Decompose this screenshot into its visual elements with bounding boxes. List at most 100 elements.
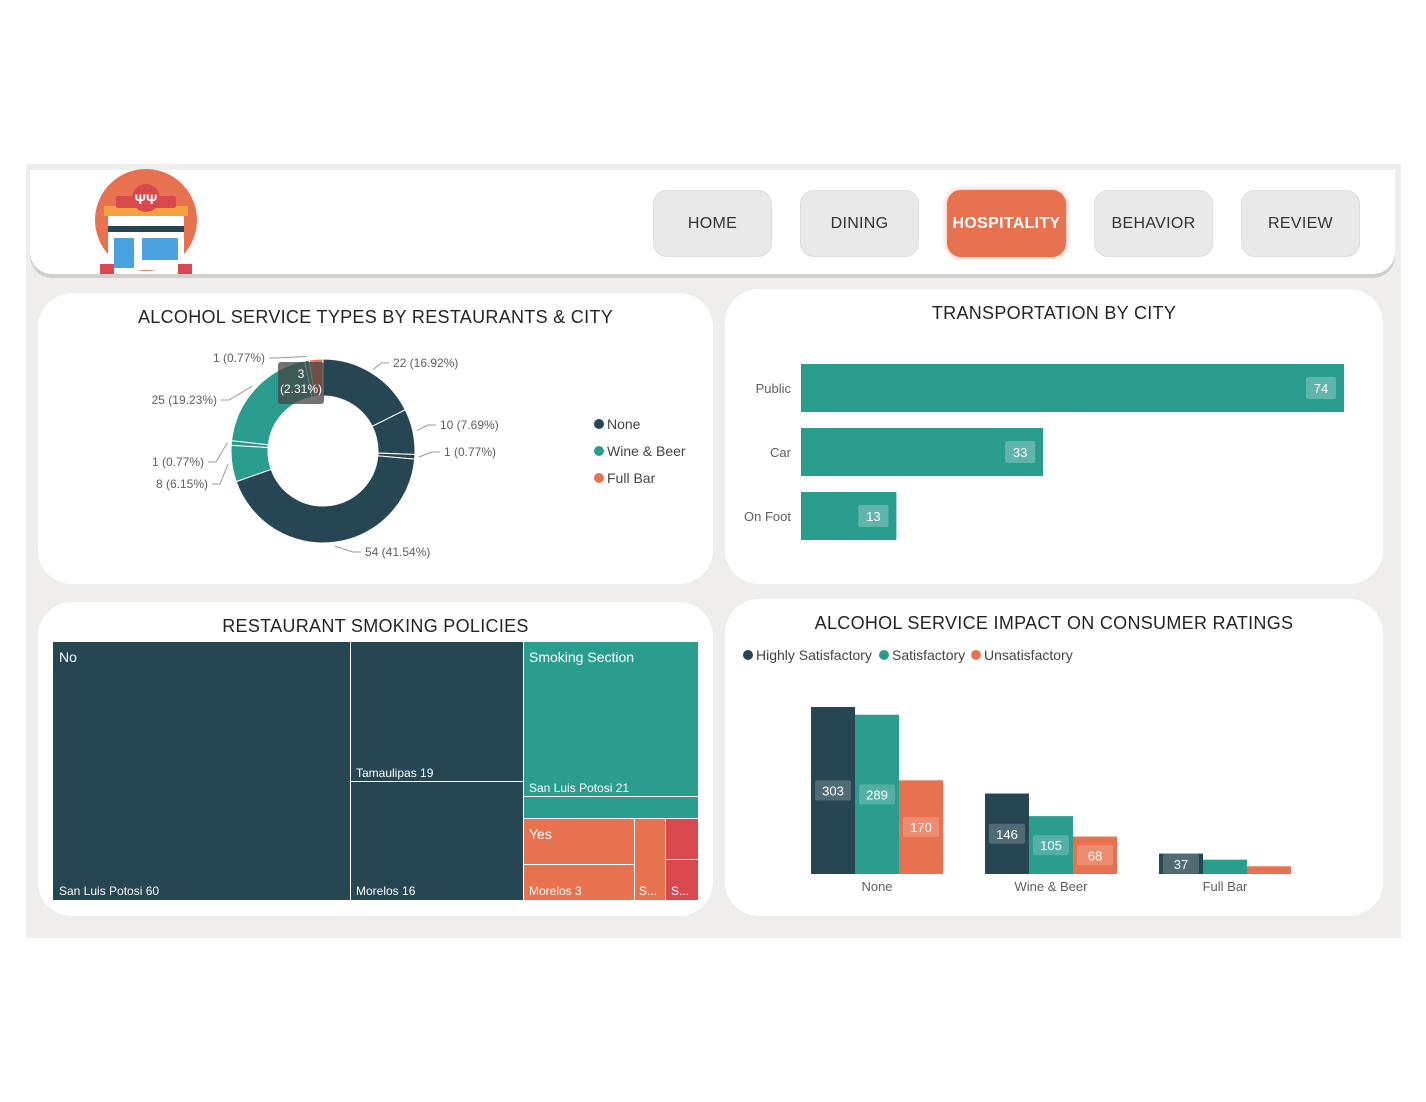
donut-label-0: 22 (16.92%)	[393, 356, 458, 370]
ratings-bar-chart[interactable]: 303 289 170 None 146 105 68 Wine & Beer 37 Full B…	[725, 599, 1383, 916]
ratings-category-label-1: Wine & Beer	[1015, 879, 1089, 894]
donut-label-8-1: (2.31%)	[280, 382, 322, 396]
ratings-bar-1-0[interactable]	[985, 793, 1029, 874]
treemap-label-smoking: Smoking Section	[529, 649, 634, 665]
nav-behavior-button[interactable]: BEHAVIOR	[1094, 190, 1213, 257]
ratings-value-label-1-1: 105	[1040, 838, 1062, 853]
legend-full-bar-swatch	[594, 473, 604, 483]
donut-tooltip-bg	[278, 362, 324, 404]
legend-satisfactory-swatch	[879, 650, 889, 660]
donut-label-4: 8 (6.15%)	[156, 477, 208, 491]
nav-hospitality-button[interactable]: HOSPITALITY	[947, 190, 1066, 257]
donut-leader-5	[208, 442, 228, 463]
treemap-yes-s2-top[interactable]	[666, 819, 698, 859]
treemap-label-yes-mor: Morelos 3	[529, 884, 582, 898]
treemap-no-morelos[interactable]	[351, 782, 523, 900]
ratings-bar-0-0[interactable]	[811, 707, 855, 874]
legend-wine-beer: Wine & Beer	[594, 443, 686, 459]
ratings-category-label-2: Full Bar	[1203, 879, 1248, 894]
smoking-treemap[interactable]: No San Luis Potosi 60 Tamaulipas 19 More…	[38, 602, 713, 916]
donut-leader-6	[221, 385, 253, 401]
donut-label-8-0: 3	[298, 367, 305, 381]
treemap-yes-morelos[interactable]	[524, 865, 634, 900]
treemap-smoking-other[interactable]	[524, 797, 698, 818]
ratings-title: ALCOHOL SERVICE IMPACT ON CONSUMER RATIN…	[814, 613, 1294, 633]
ratings-value-bg-0-1	[859, 784, 895, 805]
legend-satisfactory: Satisfactory	[879, 647, 965, 663]
ratings-bar-1-1[interactable]	[1029, 816, 1073, 874]
ratings-value-label-0-1: 289	[866, 787, 888, 802]
legend-full-bar-label: Full Bar	[607, 470, 656, 486]
legend-none-swatch	[594, 419, 604, 429]
treemap-title: RESTAURANT SMOKING POLICIES	[222, 616, 529, 636]
treemap-no-slp[interactable]	[53, 642, 350, 900]
transport-value-label-0: 74	[1314, 381, 1328, 396]
transport-category-label-1: Car	[770, 445, 792, 460]
transport-bar-chart[interactable]: Public 74 Car 33 On Foot 13	[725, 289, 1383, 584]
transport-category-label-0: Public	[756, 381, 792, 396]
ratings-value-label-0-0: 303	[822, 784, 844, 799]
treemap-label-no-slp: San Luis Potosi 60	[59, 884, 159, 898]
legend-wine-beer-label: Wine & Beer	[607, 443, 686, 459]
donut-label-3: 54 (41.54%)	[365, 545, 430, 559]
donut-chart[interactable]: 22 (16.92%) 10 (7.69%) 1 (0.77%) 54 (41.54%…	[38, 293, 713, 584]
donut-leader-4	[212, 464, 229, 485]
restaurant-logo: ΨΨ	[95, 169, 197, 274]
treemap-label-no-tam: Tamaulipas 19	[356, 766, 434, 780]
treemap-label-yes-s1: S...	[639, 884, 657, 898]
legend-unsatisfactory-label: Unsatisfactory	[984, 647, 1073, 663]
ratings-value-bg-0-0	[815, 780, 851, 801]
ratings-value-label-1-2: 68	[1088, 848, 1102, 863]
ratings-value-label-2-0: 37	[1174, 857, 1188, 872]
transport-category-label-2: On Foot	[744, 509, 791, 524]
legend-satisfactory-label: Satisfactory	[892, 647, 966, 663]
legend-unsatisfactory-swatch	[971, 650, 981, 660]
ratings-bar-0-2[interactable]	[899, 780, 943, 874]
transport-bar-2[interactable]	[801, 492, 897, 540]
alcohol-donut-card: ALCOHOL SERVICE TYPES BY RESTAURANTS & C…	[38, 293, 713, 584]
donut-label-1: 10 (7.69%)	[440, 418, 499, 432]
treemap-label-smoking-slp: San Luis Potosi 21	[529, 781, 629, 795]
donut-label-7: 1 (0.77%)	[213, 351, 265, 365]
treemap-smoking-slp[interactable]	[524, 642, 698, 796]
donut-leader-2	[418, 451, 440, 458]
legend-none-label: None	[607, 416, 641, 432]
transport-bar-1[interactable]	[801, 428, 1044, 476]
nav-review-button[interactable]: REVIEW	[1241, 190, 1360, 257]
ratings-bar-0-1[interactable]	[855, 714, 899, 874]
transport-bar-0[interactable]	[801, 364, 1344, 412]
nav-home-button[interactable]: HOME	[653, 190, 772, 257]
transport-value-bg-1	[1005, 441, 1036, 463]
legend-unsatisfactory: Unsatisfactory	[971, 647, 1073, 663]
transport-value-label-2: 13	[866, 509, 880, 524]
legend-none: None	[594, 416, 640, 432]
ratings-value-label-1-0: 146	[996, 827, 1018, 842]
transport-card: TRANSPORTATION BY CITY Public 74 Car 33 On F…	[725, 289, 1383, 584]
ratings-bar-1-2[interactable]	[1073, 836, 1117, 874]
treemap-no-tamaulipas[interactable]	[351, 642, 523, 781]
donut-label-5: 1 (0.77%)	[152, 455, 204, 469]
treemap-label-no-mor: Morelos 16	[356, 884, 416, 898]
legend-highly-label: Highly Satisfactory	[756, 647, 872, 663]
legend-full-bar: Full Bar	[594, 470, 655, 486]
treemap-yes-top[interactable]	[524, 819, 634, 864]
ratings-bar-2-2[interactable]	[1247, 866, 1291, 874]
ratings-bar-2-0[interactable]	[1159, 853, 1203, 874]
treemap-label-yes-s2: S...	[671, 884, 689, 898]
ratings-card: ALCOHOL SERVICE IMPACT ON CONSUMER RATIN…	[725, 599, 1383, 916]
ratings-value-label-0-2: 170	[910, 820, 932, 835]
legend-highly-satisfactory: Highly Satisfactory	[743, 647, 872, 663]
nav-dining-button[interactable]: DINING	[800, 190, 919, 257]
ratings-value-bg-0-2	[903, 817, 939, 838]
ratings-bar-2-1[interactable]	[1203, 859, 1247, 874]
treemap-yes-s1[interactable]	[635, 819, 665, 900]
transport-title: TRANSPORTATION BY CITY	[931, 303, 1177, 323]
svg-text:ΨΨ: ΨΨ	[135, 191, 158, 207]
smoking-treemap-card: RESTAURANT SMOKING POLICIES No San Luis …	[38, 602, 713, 916]
treemap-label-yes: Yes	[529, 826, 552, 842]
treemap-yes-s2[interactable]	[666, 860, 698, 900]
donut-leader-1	[416, 424, 436, 432]
donut-slice-3[interactable]	[235, 455, 416, 544]
transport-value-bg-2	[858, 505, 889, 527]
donut-leader-0	[373, 362, 389, 370]
